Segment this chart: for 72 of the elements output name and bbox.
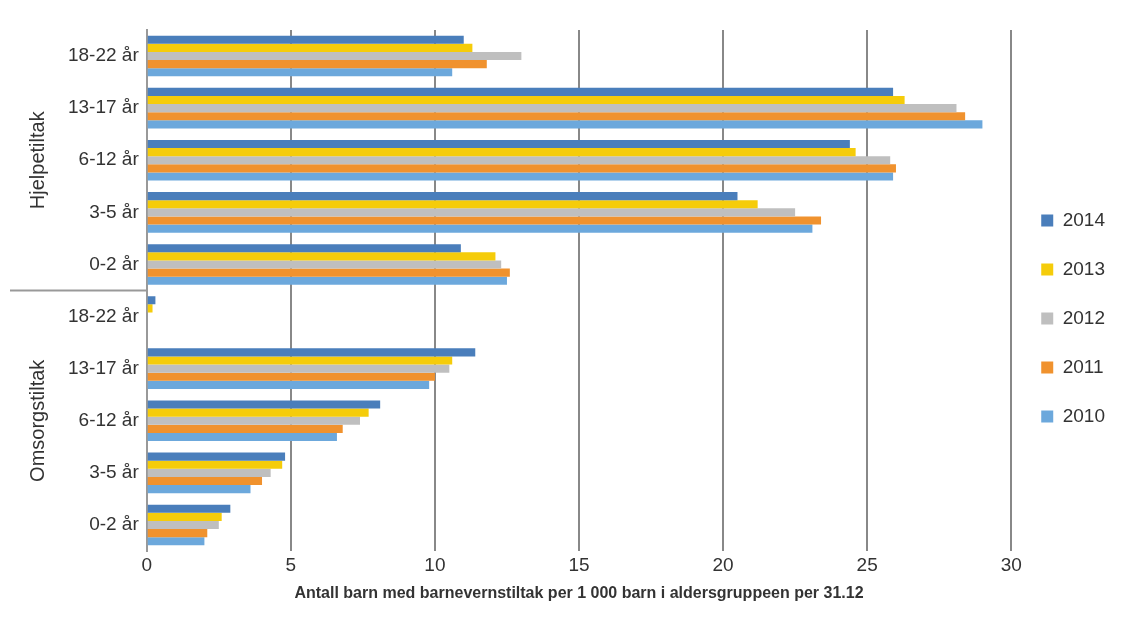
bar (147, 432, 337, 442)
bar (147, 216, 822, 225)
bar (147, 408, 369, 417)
x-tick-label: 10 (424, 553, 446, 575)
bar (147, 400, 381, 409)
y-tick-label: 6-12 år (78, 148, 140, 170)
text: Omsorgstiltak (25, 358, 48, 482)
bar (147, 60, 487, 69)
bar (147, 192, 738, 201)
y-tick-label: 0-2 år (89, 513, 140, 535)
x-tick-label: 0 (141, 553, 153, 575)
legend-label: 2014 (1062, 208, 1106, 230)
bar (147, 460, 283, 469)
x-tick-label: 20 (712, 553, 734, 575)
bar (147, 537, 205, 546)
x-tick-label: 15 (568, 553, 590, 575)
bar (147, 512, 222, 521)
bar (147, 120, 983, 129)
legend-label: 2013 (1062, 257, 1106, 279)
y-tick-label: 18-22 år (67, 44, 140, 66)
x-tick-label: 5 (285, 553, 297, 575)
bar (147, 529, 208, 538)
bar (147, 164, 896, 173)
bar (147, 43, 473, 52)
bar (147, 476, 263, 486)
x-tick-label: 30 (1000, 553, 1022, 575)
bar (147, 156, 891, 165)
y-tick-label: 3-5 år (89, 200, 140, 222)
bar (147, 252, 496, 261)
bar (147, 468, 271, 477)
bar (147, 172, 894, 181)
bar (147, 268, 510, 277)
legend-label: 2010 (1062, 404, 1106, 426)
bar (147, 200, 758, 209)
bar (147, 276, 507, 285)
bar (147, 372, 435, 381)
y-tick-label: 0-2 år (89, 252, 140, 274)
bar (147, 87, 894, 96)
y-tick-label: 6-12 år (78, 408, 140, 430)
x-tick-label: 25 (856, 553, 878, 575)
bar (147, 35, 464, 44)
bar (147, 260, 502, 269)
y-tick-label: 13-17 år (67, 356, 140, 378)
bar (147, 380, 430, 389)
bar (147, 520, 219, 530)
y-tick-label: 18-22 år (67, 304, 140, 326)
y-tick-label: 3-5 år (89, 461, 140, 483)
bar (147, 112, 966, 121)
bar (147, 208, 796, 217)
bar (147, 148, 856, 157)
bar (147, 139, 850, 149)
bar (147, 244, 461, 253)
bar (147, 348, 476, 357)
text: Hjelpetiltak (25, 110, 48, 210)
bar (147, 296, 156, 305)
y-tick-label: 13-17 år (67, 96, 140, 118)
bar (147, 424, 343, 433)
x-axis-title: Antall barn med barnevernstiltak per 1 000 barn i aldersgruppeen per 31.12 (294, 583, 864, 601)
bar (147, 504, 231, 513)
bar (147, 356, 453, 365)
bar (147, 224, 813, 233)
bar (147, 51, 522, 61)
bar (147, 452, 286, 461)
bar (147, 68, 453, 77)
legend-label: 2012 (1062, 306, 1106, 328)
bar (147, 95, 905, 105)
bar (147, 485, 251, 494)
bar (147, 304, 153, 313)
bar (147, 104, 957, 113)
bar (147, 416, 360, 425)
bar (147, 364, 450, 373)
legend-label: 2011 (1062, 355, 1104, 377)
